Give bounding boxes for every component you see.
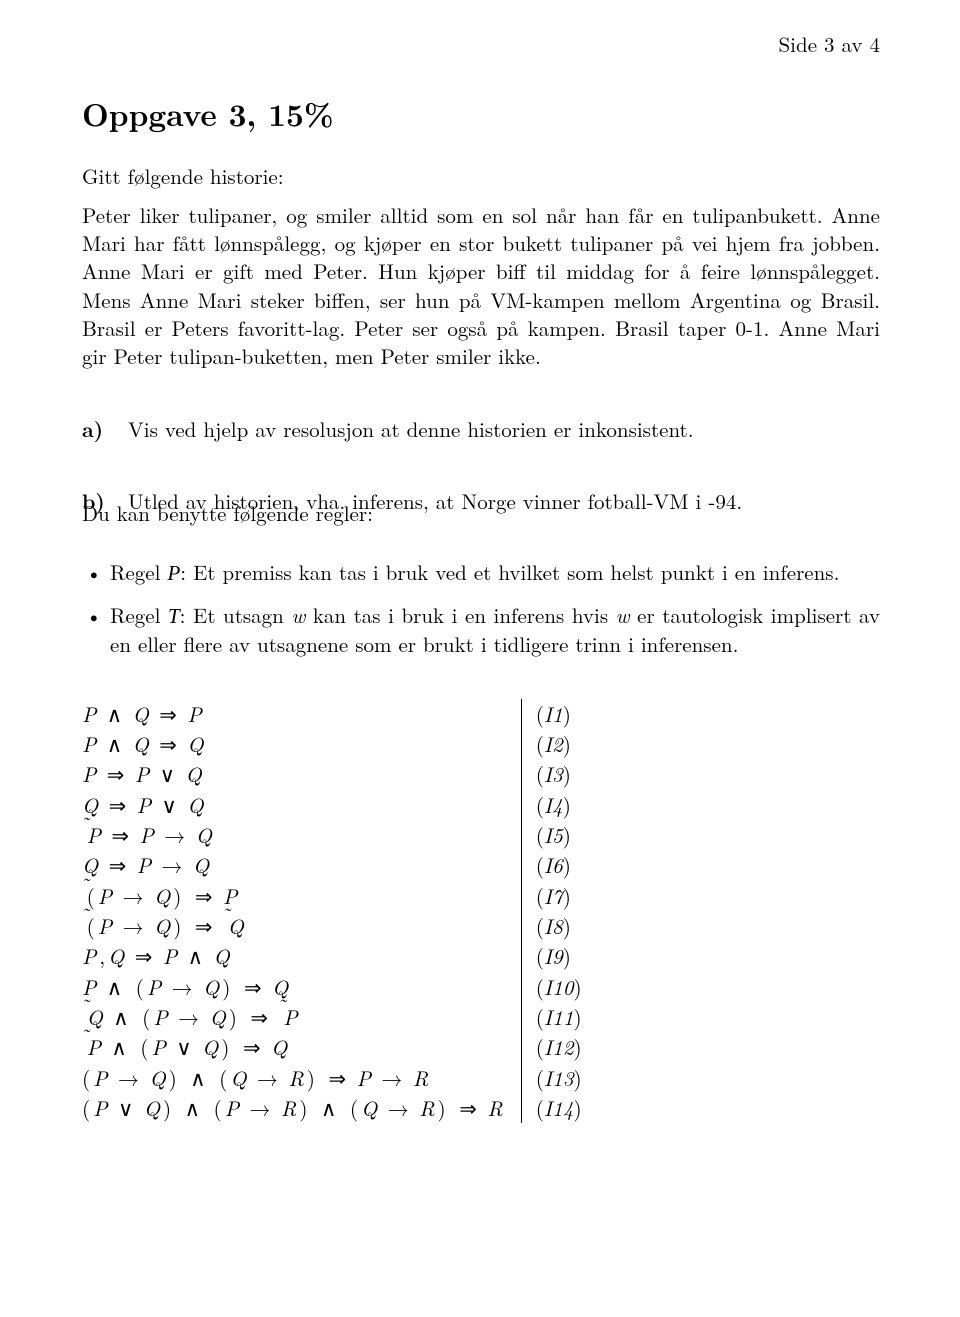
rule-t-prefix: Regel: [110, 600, 168, 630]
inference-id: (I6): [521, 850, 581, 880]
rule-t: Regel T: Et utsagn w kan tas i bruk i en…: [110, 601, 880, 659]
rule-p-symbol: P: [167, 561, 180, 585]
inference-row: P ∧ Q ⇒ P(I1): [82, 699, 582, 729]
inference-id: (I8): [521, 911, 581, 941]
inference-row: P ⇒ P ∨ Q(I3): [82, 759, 582, 789]
inference-formula: P ∧ (P → Q) ⇒ Q: [82, 972, 521, 1002]
inference-row: P ∧ (P → Q) ⇒ Q(I10): [82, 972, 582, 1002]
inference-id: (I12): [521, 1032, 581, 1062]
rules-list: Regel P: Et premiss kan tas i bruk ved e…: [82, 558, 880, 659]
inference-id: (I10): [521, 972, 581, 1002]
inference-row: (P ∨ Q) ∧ (P → R) ∧ (Q → R) ⇒ R(I14): [82, 1093, 582, 1123]
inference-id: (I5): [521, 820, 581, 850]
inference-row: ˜Q ∧ (P → Q) ⇒ ˜P(I11): [82, 1002, 582, 1032]
inference-formula: ˜(P → Q) ⇒ ˜Q: [82, 911, 521, 941]
inference-row: ˜P ⇒ P → Q(I5): [82, 820, 582, 850]
inference-formula: ˜Q ∧ (P → Q) ⇒ ˜P: [82, 1002, 521, 1032]
rule-t-w2: w: [616, 600, 630, 630]
inference-id: (I2): [521, 729, 581, 759]
inference-row: P ∧ Q ⇒ Q(I2): [82, 729, 582, 759]
inference-formula: ˜P ∧ (P ∨ Q) ⇒ Q: [82, 1032, 521, 1062]
inference-formula: P ⇒ P ∨ Q: [82, 759, 521, 789]
rule-t-text-2: kan tas i bruk i en inferens hvis: [305, 600, 615, 630]
inference-row: Q ⇒ P ∨ Q(I4): [82, 790, 582, 820]
exercise-title: Oppgave 3, 15%: [82, 94, 880, 136]
page-header: Side 3 av 4: [82, 30, 880, 58]
inference-table: P ∧ Q ⇒ P(I1)P ∧ Q ⇒ Q(I2)P ⇒ P ∨ Q(I3)Q…: [82, 699, 582, 1124]
rule-p-text: : Et premiss kan tas i bruk ved et hvilk…: [180, 557, 839, 587]
inference-row: Q ⇒ P → Q(I6): [82, 850, 582, 880]
inference-row: ˜P ∧ (P ∨ Q) ⇒ Q(I12): [82, 1032, 582, 1062]
inference-formula: ˜(P → Q) ⇒ P: [82, 881, 521, 911]
inference-formula: P,Q ⇒ P ∧ Q: [82, 941, 521, 971]
intro-text: Gitt følgende historie:: [82, 162, 880, 190]
inference-id: (I13): [521, 1063, 581, 1093]
inference-id: (I3): [521, 759, 581, 789]
inference-formula: (P ∨ Q) ∧ (P → R) ∧ (Q → R) ⇒ R: [82, 1093, 521, 1123]
inference-id: (I7): [521, 881, 581, 911]
inference-formula: Q ⇒ P ∨ Q: [82, 790, 521, 820]
part-a-label: a): [82, 415, 128, 443]
inference-formula: P ∧ Q ⇒ P: [82, 699, 521, 729]
inference-row: ˜(P → Q) ⇒ ˜Q(I8): [82, 911, 582, 941]
inference-row: (P → Q) ∧ (Q → R) ⇒ P → R(I13): [82, 1063, 582, 1093]
story-paragraph: Peter liker tulipaner, og smiler alltid …: [82, 201, 880, 371]
inference-formula: (P → Q) ∧ (Q → R) ⇒ P → R: [82, 1063, 521, 1093]
inference-id: (I14): [521, 1093, 581, 1123]
inference-id: (I4): [521, 790, 581, 820]
part-a-text: Vis ved hjelp av resolusjon at denne his…: [128, 415, 880, 443]
inference-formula: P ∧ Q ⇒ Q: [82, 729, 521, 759]
rule-t-w1: w: [291, 600, 305, 630]
inference-id: (I1): [521, 699, 581, 729]
inference-formula: Q ⇒ P → Q: [82, 850, 521, 880]
inference-id: (I11): [521, 1002, 581, 1032]
inference-row: P,Q ⇒ P ∧ Q(I9): [82, 941, 582, 971]
rule-p: Regel P: Et premiss kan tas i bruk ved e…: [110, 558, 880, 587]
inference-id: (I9): [521, 941, 581, 971]
rule-t-symbol: T: [168, 604, 180, 628]
inference-row: ˜(P → Q) ⇒ P(I7): [82, 881, 582, 911]
rule-p-prefix: Regel: [110, 557, 167, 587]
inference-formula: ˜P ⇒ P → Q: [82, 820, 521, 850]
rule-t-text-1: : Et utsagn: [180, 600, 292, 630]
part-a: a) Vis ved hjelp av resolusjon at denne …: [82, 415, 880, 443]
